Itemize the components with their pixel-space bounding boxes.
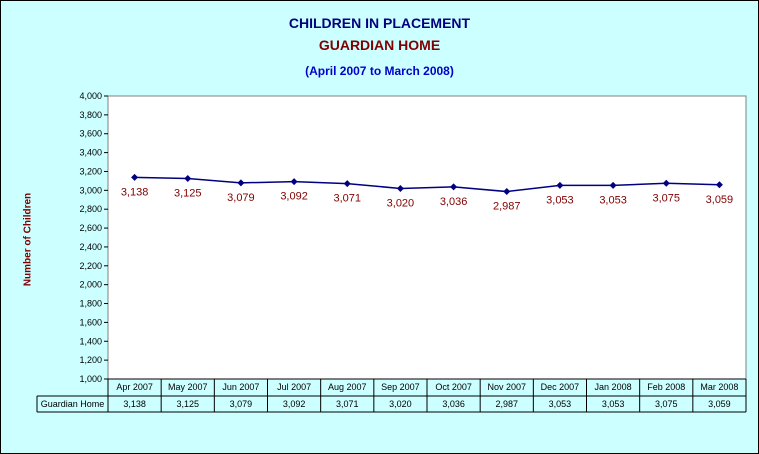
data-point <box>450 183 458 191</box>
data-label: 3,075 <box>652 192 680 204</box>
y-tick-label: 1,200 <box>79 355 102 365</box>
x-category-label: Jul 2007 <box>277 382 311 392</box>
table-value: 3,138 <box>123 399 146 409</box>
x-category-label: Feb 2008 <box>647 382 685 392</box>
y-tick-label: 2,800 <box>79 204 102 214</box>
chart-subtitle: GUARDIAN HOME <box>318 37 441 53</box>
table-value: 3,036 <box>442 399 465 409</box>
y-tick-label: 2,200 <box>79 261 102 271</box>
data-point <box>609 181 617 189</box>
y-tick-label: 3,400 <box>79 148 102 158</box>
y-tick-label: 3,000 <box>79 185 102 195</box>
data-label: 3,071 <box>333 193 361 205</box>
plot-area <box>107 95 747 380</box>
table-value: 2,987 <box>495 399 518 409</box>
x-category-label: Nov 2007 <box>487 382 526 392</box>
table-value: 3,092 <box>283 399 306 409</box>
data-point <box>715 181 723 189</box>
data-point <box>556 181 564 189</box>
y-tick-label: 4,000 <box>79 91 102 101</box>
x-category-label: Jun 2007 <box>222 382 259 392</box>
table-value: 3,071 <box>336 399 359 409</box>
data-point <box>184 175 192 183</box>
y-tick-label: 2,400 <box>79 242 102 252</box>
x-category-label: Apr 2007 <box>116 382 153 392</box>
data-point <box>503 188 511 196</box>
data-label: 3,053 <box>599 194 627 206</box>
data-label: 3,059 <box>706 194 734 206</box>
y-tick-label: 3,200 <box>79 166 102 176</box>
data-point <box>131 173 139 181</box>
y-tick-label: 1,400 <box>79 336 102 346</box>
data-label: 3,053 <box>546 194 574 206</box>
table-value: 3,059 <box>708 399 731 409</box>
table-value: 3,053 <box>602 399 625 409</box>
data-label: 3,138 <box>121 186 149 198</box>
data-label: 3,125 <box>174 188 202 200</box>
table-value: 3,125 <box>176 399 199 409</box>
data-point <box>290 178 298 186</box>
series-line <box>134 176 720 193</box>
table-value: 3,075 <box>655 399 678 409</box>
chart-date-range: (April 2007 to March 2008) <box>305 64 454 78</box>
y-tick-label: 2,600 <box>79 223 102 233</box>
chart-title: CHILDREN IN PLACEMENT <box>288 15 471 31</box>
data-point <box>662 179 670 187</box>
y-tick-label: 3,600 <box>79 129 102 139</box>
y-tick-label: 1,800 <box>79 299 102 309</box>
data-point <box>343 180 351 188</box>
y-tick-label: 1,600 <box>79 317 102 327</box>
y-tick-label: 3,800 <box>79 110 102 120</box>
x-category-label: Aug 2007 <box>328 382 367 392</box>
data-label: 3,020 <box>387 197 415 209</box>
x-category-label: Oct 2007 <box>435 382 472 392</box>
y-tick-label: 2,000 <box>79 280 102 290</box>
data-point <box>396 184 404 192</box>
x-category-label: Jan 2008 <box>595 382 632 392</box>
table-value: 3,053 <box>549 399 572 409</box>
table-series-name: Guardian Home <box>41 399 105 409</box>
data-point <box>237 179 245 187</box>
x-category-label: May 2007 <box>168 382 208 392</box>
table-value: 3,079 <box>230 399 253 409</box>
table-value: 3,020 <box>389 399 412 409</box>
y-tick-label: 1,000 <box>79 374 102 384</box>
data-label: 3,036 <box>440 196 468 208</box>
x-category-label: Mar 2008 <box>700 382 738 392</box>
x-category-label: Sep 2007 <box>381 382 420 392</box>
data-label: 3,092 <box>280 191 308 203</box>
data-label: 2,987 <box>493 201 521 213</box>
data-label: 3,079 <box>227 192 255 204</box>
x-category-label: Dec 2007 <box>541 382 580 392</box>
